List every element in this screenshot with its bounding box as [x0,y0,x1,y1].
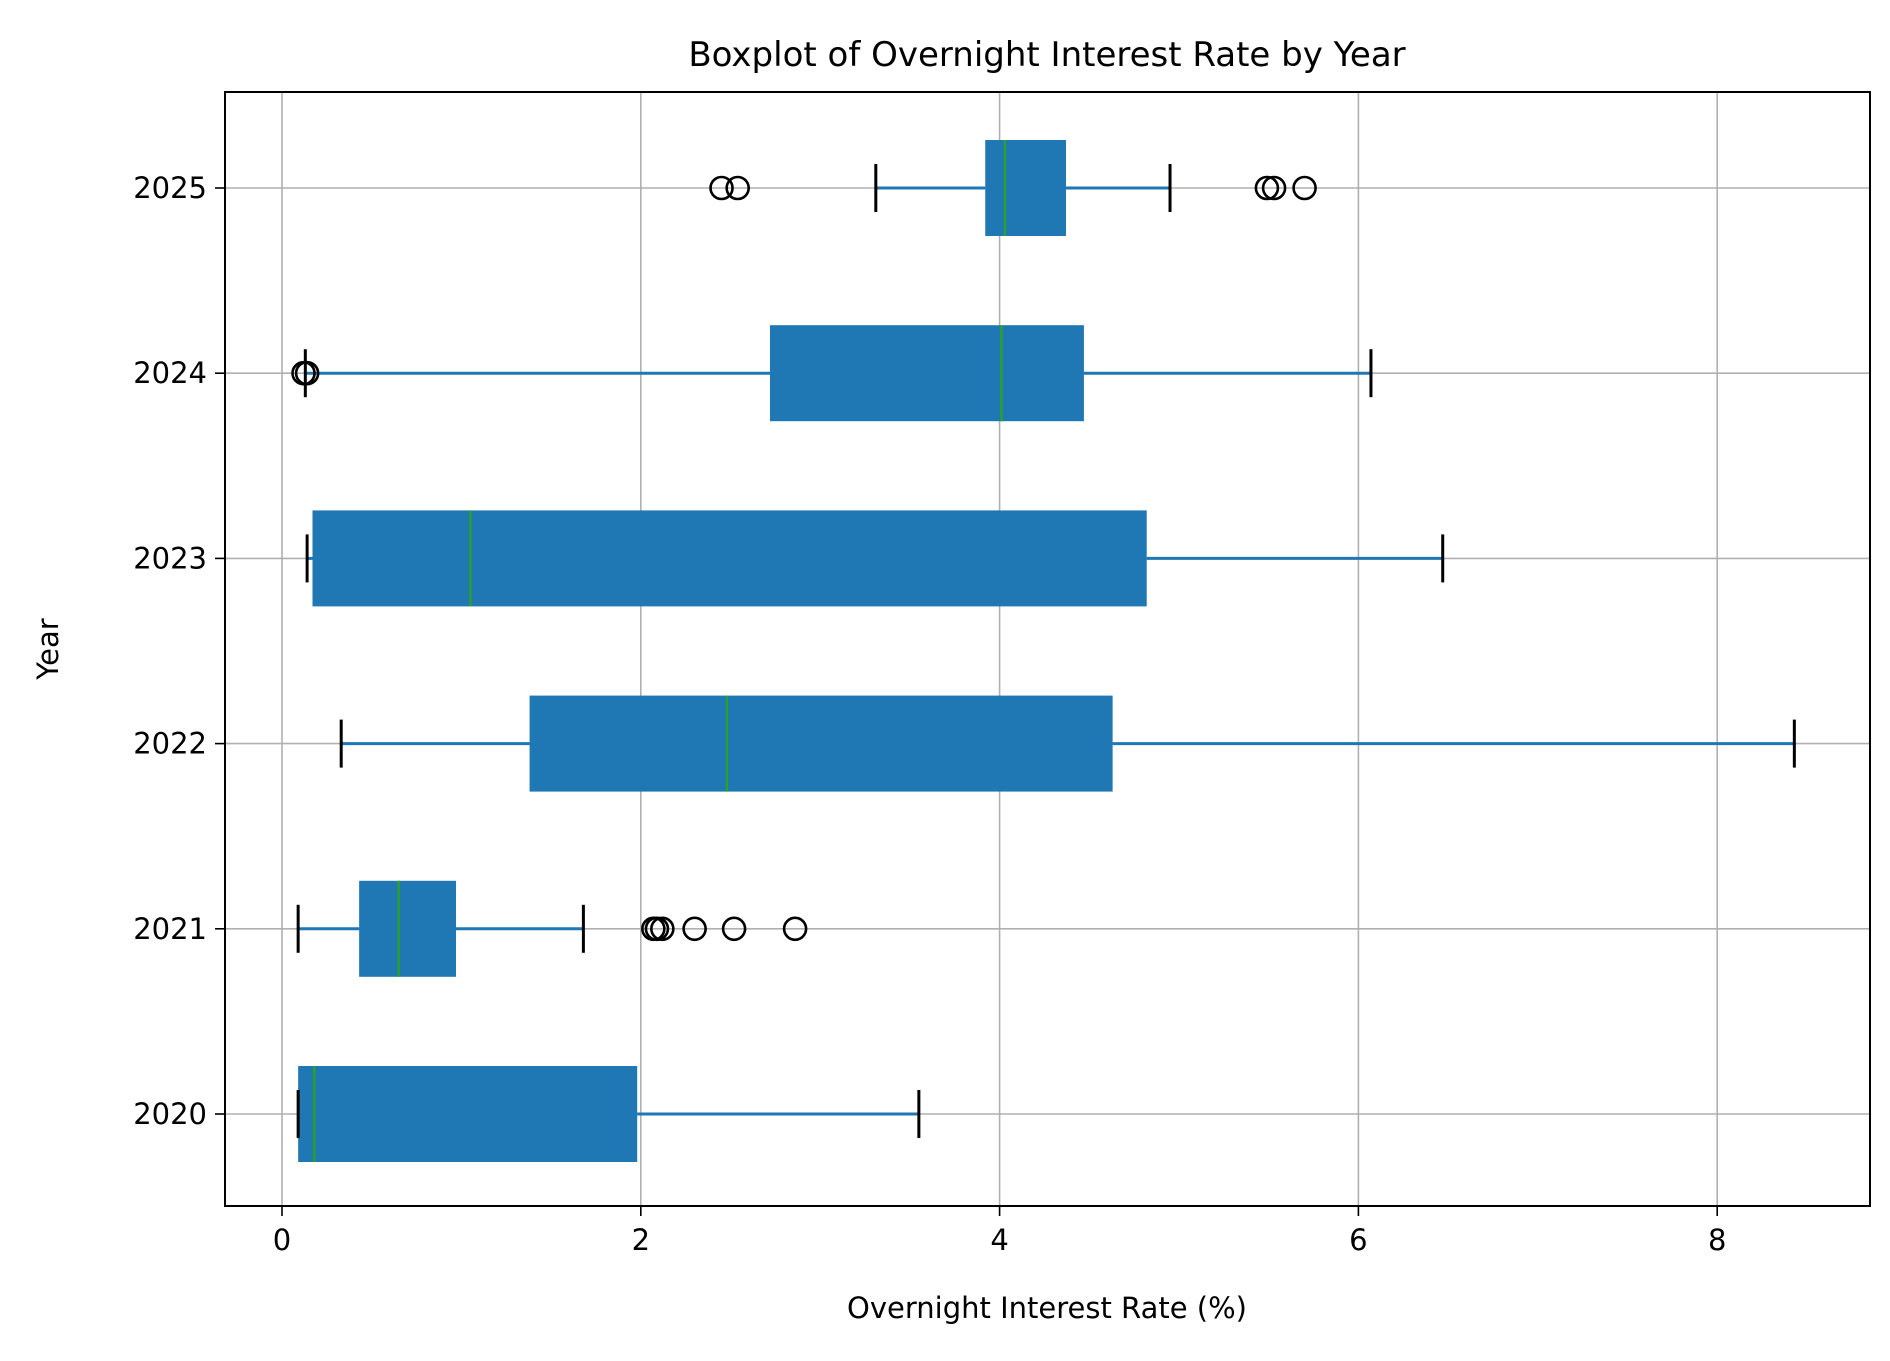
box-2020 [296,1066,921,1162]
outlier-point [682,916,707,942]
x-tick-label: 6 [1349,1223,1367,1257]
y-axis-label: Year [31,618,65,680]
x-tick-label: 0 [273,1223,291,1257]
x-tick-label: 2 [632,1223,650,1257]
box-2023 [305,510,1445,607]
outlier-point [725,175,750,201]
outlier-point [650,916,675,942]
y-tick-label: 2025 [133,171,207,205]
grid-lines [225,92,1870,1206]
tick-layer: 0 2 4 6 8 2020 2021 2022 2023 2024 2025 [133,171,1726,1257]
box-body [359,880,457,977]
box-2022 [339,695,1796,792]
outlier-point [782,916,808,942]
y-tick-label: 2021 [133,912,207,946]
box-body [298,1066,638,1162]
outlier-point [709,175,734,201]
y-tick-label: 2020 [133,1097,207,1131]
x-tick-label: 8 [1708,1223,1726,1257]
x-axis-label: Overnight Interest Rate (%) [847,1291,1247,1325]
outlier-point [1261,175,1287,201]
box-body [769,325,1084,422]
outlier-point [1292,175,1317,201]
box-2025 [709,140,1317,236]
box-body [529,695,1113,792]
box-2024 [291,325,1373,422]
y-tick-label: 2022 [133,727,207,761]
chart-title: Boxplot of Overnight Interest Rate by Ye… [688,35,1405,75]
box-layer [291,140,1796,1162]
y-tick-label: 2023 [133,541,207,575]
x-tick-label: 4 [990,1223,1008,1257]
box-2021 [296,880,808,977]
box-body [985,140,1066,236]
outlier-point [294,360,320,386]
box-body [312,510,1147,607]
outlier-point [721,916,747,942]
plot-frame [224,91,1871,1207]
y-tick-label: 2024 [133,356,207,390]
outlier-point [1254,175,1280,201]
